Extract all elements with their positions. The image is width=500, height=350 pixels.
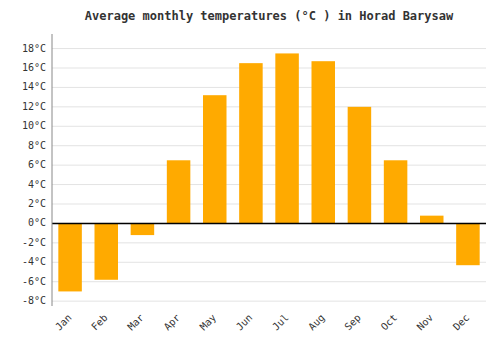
grid-line	[52, 281, 486, 282]
y-tick-label: 18°C	[22, 43, 46, 54]
x-tick-label: Mar	[125, 312, 146, 333]
x-tick-label: Jan	[53, 312, 74, 333]
y-tick-label: -6°C	[22, 276, 46, 287]
bar	[420, 216, 444, 224]
y-tick-label: 8°C	[28, 140, 46, 151]
bar	[58, 223, 82, 291]
grid-line	[52, 145, 486, 146]
x-tick-label: Feb	[89, 312, 110, 333]
x-tick-label: Sep	[342, 312, 363, 333]
grid-line	[52, 87, 486, 88]
y-tick-label: -8°C	[22, 295, 46, 306]
bar	[239, 63, 263, 223]
grid-line	[52, 204, 486, 205]
grid-line	[52, 301, 486, 302]
bar	[456, 223, 480, 265]
grid-line	[52, 126, 486, 127]
chart-svg: Average monthly temperatures (°C ) in Ho…	[0, 0, 500, 350]
bar	[348, 107, 372, 224]
y-tick-label: 6°C	[28, 159, 46, 170]
bar	[311, 61, 335, 223]
zero-line	[52, 223, 486, 225]
bar	[167, 160, 191, 223]
y-tick-label: 10°C	[22, 120, 46, 131]
y-tick-label: 0°C	[28, 217, 46, 228]
grid-line	[52, 106, 486, 107]
bar	[275, 53, 299, 223]
grid-line	[52, 184, 486, 185]
x-tick-label: Dec	[451, 312, 472, 333]
y-tick-label: 16°C	[22, 62, 46, 73]
x-tick-label: Aug	[306, 312, 327, 333]
x-tick-label: Oct	[379, 312, 400, 333]
bar	[94, 223, 118, 279]
bar	[203, 95, 227, 223]
grid-line	[52, 223, 486, 224]
y-tick-label: -4°C	[22, 256, 46, 267]
grid-line	[52, 48, 486, 49]
bars	[58, 53, 479, 291]
x-tick-label: May	[198, 312, 219, 333]
y-axis-line	[52, 34, 53, 306]
y-tick-label: 14°C	[22, 81, 46, 92]
y-grid	[52, 49, 486, 302]
x-tick-label: Jun	[234, 312, 255, 333]
chart-title: Average monthly temperatures (°C ) in Ho…	[85, 9, 454, 23]
y-tick-label: 4°C	[28, 179, 46, 190]
chart-container: Average monthly temperatures (°C ) in Ho…	[0, 0, 500, 350]
x-tick-label: Nov	[415, 312, 436, 333]
x-tick-label: Jul	[270, 312, 291, 333]
y-tick-label: -2°C	[22, 237, 46, 248]
x-tick-label: Apr	[162, 312, 183, 333]
grid-line	[52, 165, 486, 166]
y-tick-label: 2°C	[28, 198, 46, 209]
grid-line	[52, 68, 486, 69]
bar	[131, 223, 155, 235]
y-tick-label: 12°C	[22, 101, 46, 112]
bar	[384, 160, 408, 223]
